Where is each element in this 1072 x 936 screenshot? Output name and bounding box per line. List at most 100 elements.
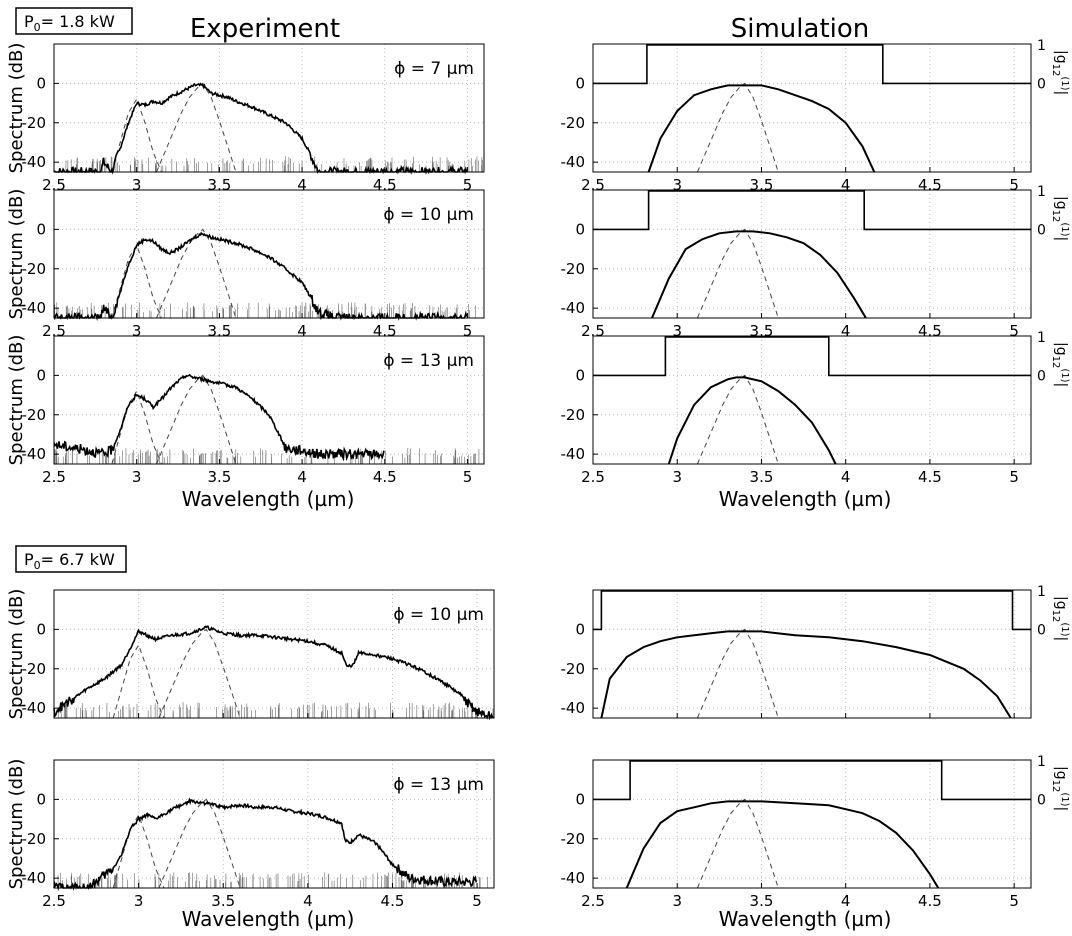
ytick-label: -20 bbox=[22, 830, 47, 848]
xtick-label: 3.5 bbox=[207, 468, 231, 486]
xtick-label: 4.5 bbox=[918, 176, 942, 194]
ytick-label: 0 bbox=[575, 790, 585, 808]
coherence-line bbox=[593, 44, 1031, 85]
idler-spectrum-line bbox=[111, 97, 162, 173]
xtick-label: 2.5 bbox=[581, 468, 605, 486]
ytick-label: -40 bbox=[561, 699, 586, 717]
ytick-label: 0 bbox=[36, 620, 46, 638]
xtick-label: 5 bbox=[1009, 468, 1019, 486]
power-label-2-sub: 0 bbox=[34, 559, 41, 572]
right-tick-label: 1 bbox=[1037, 184, 1046, 200]
ytick-label: -40 bbox=[561, 299, 586, 317]
ytick-label: -40 bbox=[22, 869, 47, 887]
xtick-label: 5 bbox=[472, 892, 482, 910]
pump-spectrum-line bbox=[156, 228, 237, 319]
panels-layer: -40 -20 0 2.5 3 3.5 4 4.5 5 ϕ = 7 µm Spectrum (dB)… bbox=[6, 38, 1070, 910]
xtick-label: 4 bbox=[841, 176, 851, 194]
power-label-2-value: = 6.7 kW bbox=[41, 550, 115, 569]
column-title-simulation: Simulation bbox=[731, 14, 870, 44]
panel-frame bbox=[592, 335, 1032, 465]
xtick-label: 5 bbox=[1009, 176, 1019, 194]
xtick-label: 5 bbox=[1009, 322, 1019, 340]
right-axis-label: |g12(1)| bbox=[1050, 596, 1070, 641]
coherence-line bbox=[593, 336, 1031, 377]
right-tick-label: 1 bbox=[1037, 38, 1046, 54]
xtick-label: 4 bbox=[841, 468, 851, 486]
ytick-label: 0 bbox=[575, 366, 585, 384]
pump-spectrum-line bbox=[158, 798, 241, 889]
svg-text:P0= 6.7 kW: P0= 6.7 kW bbox=[24, 550, 115, 572]
xlabel-exp-bottom: Wavelength (µm) bbox=[182, 907, 355, 931]
ytick-label: -40 bbox=[561, 445, 586, 463]
pump-spectrum-line bbox=[156, 82, 237, 173]
panel-annotation: ϕ = 10 µm bbox=[393, 605, 484, 625]
panel-frame bbox=[53, 335, 485, 465]
pump-spectrum-line bbox=[696, 798, 779, 889]
power-label-1: P0= 1.8 kW bbox=[15, 7, 133, 35]
xtick-label: 3 bbox=[132, 176, 142, 194]
xtick-label: 4.5 bbox=[373, 468, 397, 486]
right-tick-label: 0 bbox=[1037, 622, 1046, 638]
panel-frame bbox=[592, 589, 1032, 719]
power-label-1-main: P bbox=[24, 12, 34, 31]
xtick-label: 4 bbox=[841, 322, 851, 340]
ytick-label: -20 bbox=[22, 406, 47, 424]
right-tick-label: 1 bbox=[1037, 754, 1046, 770]
panel-annotation: ϕ = 10 µm bbox=[383, 205, 474, 225]
panel-frame bbox=[592, 43, 1032, 173]
right-tick-label: 0 bbox=[1037, 368, 1046, 384]
right-tick-label: 0 bbox=[1037, 222, 1046, 238]
panel-experiment-3: -40 -20 0 2.5 3 3.5 4 4.5 5 ϕ = 13 µm Spectrum (dB… bbox=[6, 335, 485, 486]
ytick-label: -20 bbox=[561, 114, 586, 132]
xtick-label: 4.5 bbox=[373, 322, 397, 340]
panel-simulation-9: 0 1|g12(1)| -40 -20 0 bbox=[561, 584, 1070, 719]
ytick-label: 0 bbox=[36, 366, 46, 384]
xtick-label: 3 bbox=[132, 468, 142, 486]
xtick-label: 4 bbox=[297, 176, 307, 194]
xtick-label: 4.5 bbox=[373, 176, 397, 194]
right-tick-label: 1 bbox=[1037, 584, 1046, 600]
ytick-label: 0 bbox=[575, 220, 585, 238]
xtick-label: 3 bbox=[672, 468, 682, 486]
ytick-label: 0 bbox=[36, 220, 46, 238]
panel-annotation: ϕ = 13 µm bbox=[383, 351, 474, 371]
panel-simulation-6: 0 1|g12(1)| -40 -20 0 2.5 3 3.5 4 4.5 5 bbox=[561, 330, 1071, 486]
right-tick-label: 0 bbox=[1037, 792, 1046, 808]
xlabel-exp-top: Wavelength (µm) bbox=[182, 487, 355, 511]
xtick-label: 4.5 bbox=[918, 322, 942, 340]
panel-annotation: ϕ = 7 µm bbox=[394, 59, 474, 79]
xtick-label: 4.5 bbox=[918, 892, 942, 910]
pump-spectrum-line bbox=[696, 228, 779, 319]
simulation-spectrum-line bbox=[651, 230, 867, 319]
ytick-label: 0 bbox=[36, 74, 46, 92]
panel-frame bbox=[592, 189, 1032, 319]
xtick-label: 3.5 bbox=[750, 468, 774, 486]
xtick-label: 4.5 bbox=[381, 892, 405, 910]
svg-text:P0= 1.8 kW: P0= 1.8 kW bbox=[24, 12, 115, 34]
pump-spectrum-line bbox=[158, 628, 241, 719]
right-tick-label: 0 bbox=[1037, 76, 1046, 92]
panel-frame bbox=[592, 759, 1032, 889]
idler-spectrum-line bbox=[112, 813, 165, 889]
right-axis-label: |g12(1)| bbox=[1050, 50, 1070, 95]
xtick-label: 5 bbox=[1009, 892, 1019, 910]
ytick-label: -40 bbox=[561, 869, 586, 887]
xtick-label: 4 bbox=[303, 892, 313, 910]
experiment-spectrum-line bbox=[53, 625, 494, 721]
xtick-label: 5 bbox=[463, 322, 473, 340]
xtick-label: 2.5 bbox=[581, 892, 605, 910]
pump-spectrum-line bbox=[696, 82, 779, 173]
power-label-1-value: = 1.8 kW bbox=[41, 12, 115, 31]
xtick-label: 5 bbox=[463, 468, 473, 486]
xtick-label: 2.5 bbox=[42, 468, 66, 486]
right-axis-label: |g12(1)| bbox=[1050, 196, 1070, 241]
ytick-label: -20 bbox=[22, 260, 47, 278]
xtick-label: 3 bbox=[672, 322, 682, 340]
ytick-label: -20 bbox=[22, 114, 47, 132]
simulation-spectrum-line bbox=[647, 84, 876, 173]
ytick-label: -20 bbox=[561, 406, 586, 424]
right-axis-label: |g12(1)| bbox=[1050, 766, 1070, 811]
ytick-label: 0 bbox=[575, 74, 585, 92]
